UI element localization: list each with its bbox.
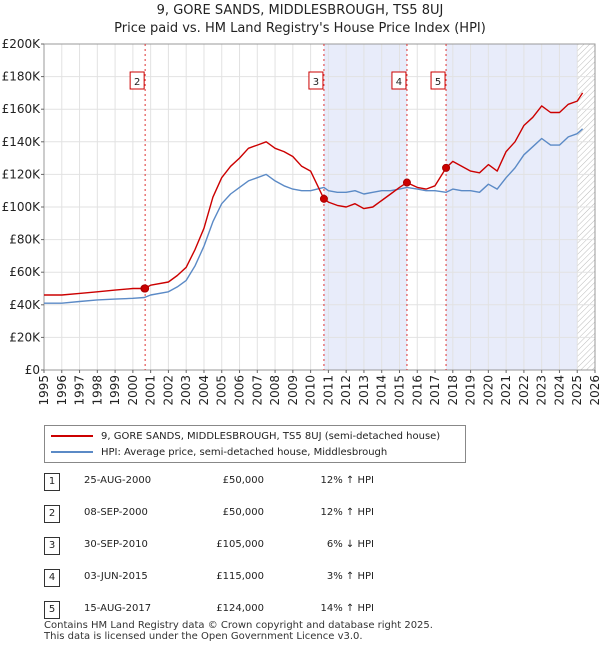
y-tick-label: £180K	[2, 70, 42, 84]
x-tick-label: 2005	[215, 375, 229, 406]
x-tick-label: 2014	[375, 375, 389, 406]
x-tick-label: 2022	[517, 375, 531, 406]
x-tick-label: 2025	[570, 375, 584, 406]
x-tick-label: 2024	[552, 375, 566, 406]
sale-marker-box	[391, 71, 407, 90]
y-tick-label: £60K	[9, 265, 41, 279]
sale-marker-label: 2	[134, 77, 140, 88]
sale-marker-box	[129, 71, 145, 90]
row-number: 1	[44, 473, 60, 491]
chart-title: 9, GORE SANDS, MIDDLESBROUGH, TS5 8UJ	[156, 3, 444, 18]
y-tick-label: £80K	[9, 233, 41, 247]
sale-point	[141, 284, 150, 293]
y-tick-label: £20K	[9, 330, 41, 344]
x-tick-label: 2011	[321, 375, 335, 406]
row-date: 25-AUG-2000	[84, 475, 152, 486]
row-date: 15-AUG-2017	[84, 603, 152, 614]
x-tick-label: 1998	[90, 375, 104, 406]
x-tick-label: 2009	[286, 375, 300, 406]
sale-marker-label: 5	[435, 77, 441, 88]
sale-point	[442, 163, 451, 172]
chart-subtitle: Price paid vs. HM Land Registry's House …	[114, 21, 486, 36]
row-hpi: 6% ↓ HPI	[326, 539, 374, 550]
x-tick-label: 2020	[481, 375, 495, 406]
sale-marker-label: 3	[313, 77, 319, 88]
attribution-footer: Contains HM Land Registry data © Crown c…	[44, 620, 433, 642]
sale-point	[319, 194, 328, 203]
x-tick-label: 2002	[161, 375, 175, 406]
sale-marker-label: 4	[396, 77, 402, 88]
row-price: £124,000	[216, 603, 264, 614]
y-tick-label: £140K	[2, 135, 42, 149]
x-tick-label: 2000	[126, 375, 140, 406]
row-number: 2	[44, 505, 60, 523]
row-number: 3	[44, 537, 60, 555]
chart-title-block: 9, GORE SANDS, MIDDLESBROUGH, TS5 8UJ Pr…	[0, 2, 600, 38]
legend-label-property: 9, GORE SANDS, MIDDLESBROUGH, TS5 8UJ (s…	[101, 430, 441, 442]
row-price: £50,000	[222, 507, 264, 518]
sale-point	[402, 178, 411, 187]
row-date: 30-SEP-2010	[84, 539, 148, 550]
legend-item-property: 9, GORE SANDS, MIDDLESBROUGH, TS5 8UJ (s…	[51, 428, 440, 444]
x-tick-label: 2004	[197, 375, 211, 406]
row-hpi: 12% ↑ HPI	[320, 507, 374, 518]
row-price: £105,000	[216, 539, 264, 550]
table-row: 4 03-JUN-2015 £115,000 3% ↑ HPI	[44, 568, 444, 588]
footer-line-licence: This data is licensed under the Open Gov…	[44, 631, 363, 642]
x-tick-label: 2016	[410, 375, 424, 406]
hpi-line	[44, 128, 584, 304]
y-tick-label: £120K	[2, 167, 42, 181]
x-tick-label: 2010	[304, 375, 318, 406]
x-tick-label: 2018	[446, 375, 460, 406]
table-row: 1 25-AUG-2000 £50,000 12% ↑ HPI	[44, 472, 444, 492]
table-row: 2 08-SEP-2000 £50,000 12% ↑ HPI	[44, 504, 444, 524]
x-tick-label: 2006	[233, 375, 247, 406]
x-tick-label: 1997	[73, 375, 87, 406]
sale-marker-box	[430, 71, 446, 90]
footer-line-copyright: Contains HM Land Registry data © Crown c…	[44, 620, 433, 631]
legend-label-hpi: HPI: Average price, semi-detached house,…	[101, 446, 388, 458]
y-tick-label: £0	[25, 363, 40, 377]
row-date: 08-SEP-2000	[84, 507, 148, 518]
x-tick-label: 2013	[357, 375, 371, 406]
x-tick-label: 2003	[179, 375, 193, 406]
price-paid-line	[44, 92, 584, 296]
row-price: £115,000	[216, 571, 264, 582]
table-row: 5 15-AUG-2017 £124,000 14% ↑ HPI	[44, 600, 444, 620]
chart-legend: 9, GORE SANDS, MIDDLESBROUGH, TS5 8UJ (s…	[44, 425, 466, 463]
legend-swatch-property	[51, 435, 93, 437]
x-tick-label: 2023	[535, 375, 549, 406]
x-tick-label: 2007	[250, 375, 264, 406]
table-row: 3 30-SEP-2010 £105,000 6% ↓ HPI	[44, 536, 444, 556]
x-tick-label: 2019	[464, 375, 478, 406]
legend-item-hpi: HPI: Average price, semi-detached house,…	[51, 444, 387, 460]
row-number: 5	[44, 601, 60, 619]
legend-swatch-hpi	[51, 451, 93, 453]
row-hpi: 3% ↑ HPI	[326, 571, 374, 582]
x-tick-label: 1996	[55, 375, 69, 406]
x-tick-label: 2015	[392, 375, 406, 406]
row-date: 03-JUN-2015	[84, 571, 148, 582]
row-number: 4	[44, 569, 60, 587]
sale-marker-box	[308, 71, 324, 90]
y-tick-label: £200K	[2, 37, 42, 51]
y-tick-label: £100K	[2, 200, 42, 214]
x-tick-label: 1999	[108, 375, 122, 406]
x-tick-label: 2017	[428, 375, 442, 406]
y-tick-label: £40K	[9, 298, 41, 312]
y-tick-label: £160K	[2, 102, 42, 116]
x-tick-label: 2021	[499, 375, 513, 406]
row-hpi: 12% ↑ HPI	[320, 475, 374, 486]
x-tick-label: 2012	[339, 375, 353, 406]
x-tick-label: 2008	[268, 375, 282, 406]
x-tick-label: 2001	[144, 375, 158, 406]
x-tick-label: 1995	[37, 375, 51, 406]
row-price: £50,000	[222, 475, 264, 486]
row-hpi: 14% ↑ HPI	[320, 603, 374, 614]
x-tick-label: 2026	[588, 375, 600, 406]
price-chart: £0 £20K £40K £60K £80K £100K £120K £140K £160K £1…	[2, 37, 600, 406]
